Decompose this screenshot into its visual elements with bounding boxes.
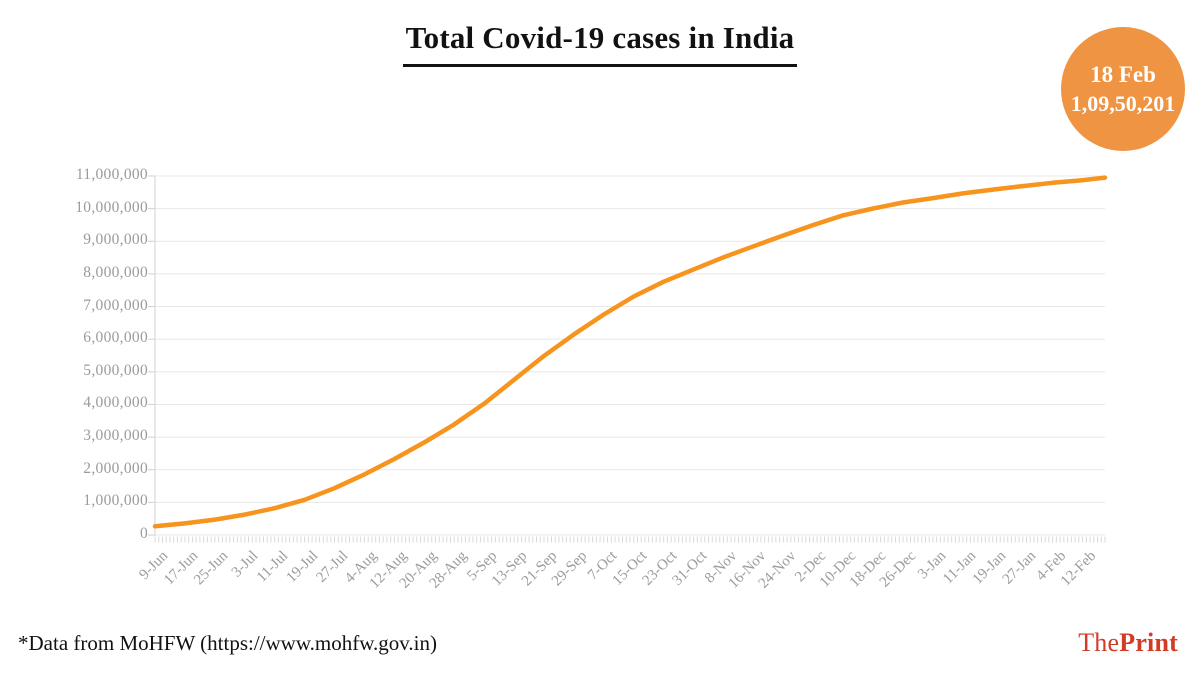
x-tick-label: 19-Jan: [969, 548, 1010, 588]
badge-date: 18 Feb: [1090, 61, 1156, 87]
x-tick-label: 13-Sep: [488, 548, 531, 590]
x-tick-label: 19-Jul: [283, 548, 321, 586]
badge-value: 1,09,50,201: [1070, 90, 1176, 116]
y-tick-label: 4,000,000: [83, 394, 148, 412]
x-tick-label: 26-Dec: [876, 548, 920, 591]
latest-value-badge: 18 Feb 1,09,50,201: [1061, 27, 1185, 151]
x-tick-label: 11-Jul: [253, 548, 291, 586]
y-tick-label: 7,000,000: [83, 296, 148, 314]
x-tick-label: 9-Jun: [136, 548, 172, 583]
x-tick-label: 12-Feb: [1057, 548, 1099, 590]
y-tick-label: 3,000,000: [83, 427, 148, 445]
y-tick-label: 9,000,000: [83, 231, 148, 249]
y-tick-label: 6,000,000: [83, 329, 148, 347]
x-tick-label: 16-Nov: [726, 548, 770, 592]
x-tick-label: 12-Aug: [366, 548, 411, 592]
logo-the: The: [1078, 628, 1120, 657]
x-tick-label: 4-Feb: [1032, 548, 1069, 585]
x-tick-label: 23-Oct: [639, 548, 680, 589]
y-tick-label: 8,000,000: [83, 263, 148, 281]
x-tick-label: 27-Jul: [312, 548, 351, 586]
x-tick-label: 11-Jan: [939, 548, 980, 588]
theprint-logo: ThePrint: [1078, 628, 1178, 658]
source-note: *Data from MoHFW (https://www.mohfw.gov.…: [18, 631, 437, 655]
chart-title-wrap: Total Covid-19 cases in India: [0, 20, 1200, 67]
x-tick-label: 5-Sep: [464, 548, 501, 585]
x-tick-label: 7-Oct: [584, 548, 621, 584]
x-tick-label: 31-Oct: [669, 548, 710, 589]
y-tick-label: 2,000,000: [83, 459, 148, 477]
x-tick-label: 25-Jun: [190, 548, 232, 589]
x-tick-label: 17-Jun: [161, 548, 202, 589]
x-tick-label: 24-Nov: [755, 548, 800, 592]
x-tick-label: 28-Aug: [426, 548, 471, 592]
y-tick-label: 10,000,000: [75, 198, 148, 216]
x-tick-label: 29-Sep: [548, 548, 591, 590]
x-tick-label: 3-Jul: [228, 548, 262, 581]
x-tick-label: 18-Dec: [846, 548, 890, 591]
y-tick-label: 1,000,000: [83, 492, 148, 510]
x-tick-label: 2-Dec: [792, 548, 830, 586]
x-tick-label: 27-Jan: [999, 548, 1040, 588]
x-tick-label: 21-Sep: [518, 548, 561, 590]
logo-print: Print: [1119, 628, 1178, 657]
x-tick-label: 8-Nov: [701, 548, 740, 587]
covid-cases-line: [152, 175, 1108, 529]
x-tick-label: 20-Aug: [396, 548, 441, 592]
x-tick-label: 15-Oct: [609, 548, 651, 589]
y-tick-label: 11,000,000: [75, 166, 148, 183]
x-tick-label: 3-Jan: [914, 548, 950, 583]
x-tick-label: 10-Dec: [816, 548, 860, 591]
y-tick-label: 0: [139, 525, 148, 542]
x-tick-label: 4-Aug: [342, 548, 381, 587]
y-tick-label: 5,000,000: [83, 361, 148, 379]
chart-title: Total Covid-19 cases in India: [402, 20, 798, 67]
